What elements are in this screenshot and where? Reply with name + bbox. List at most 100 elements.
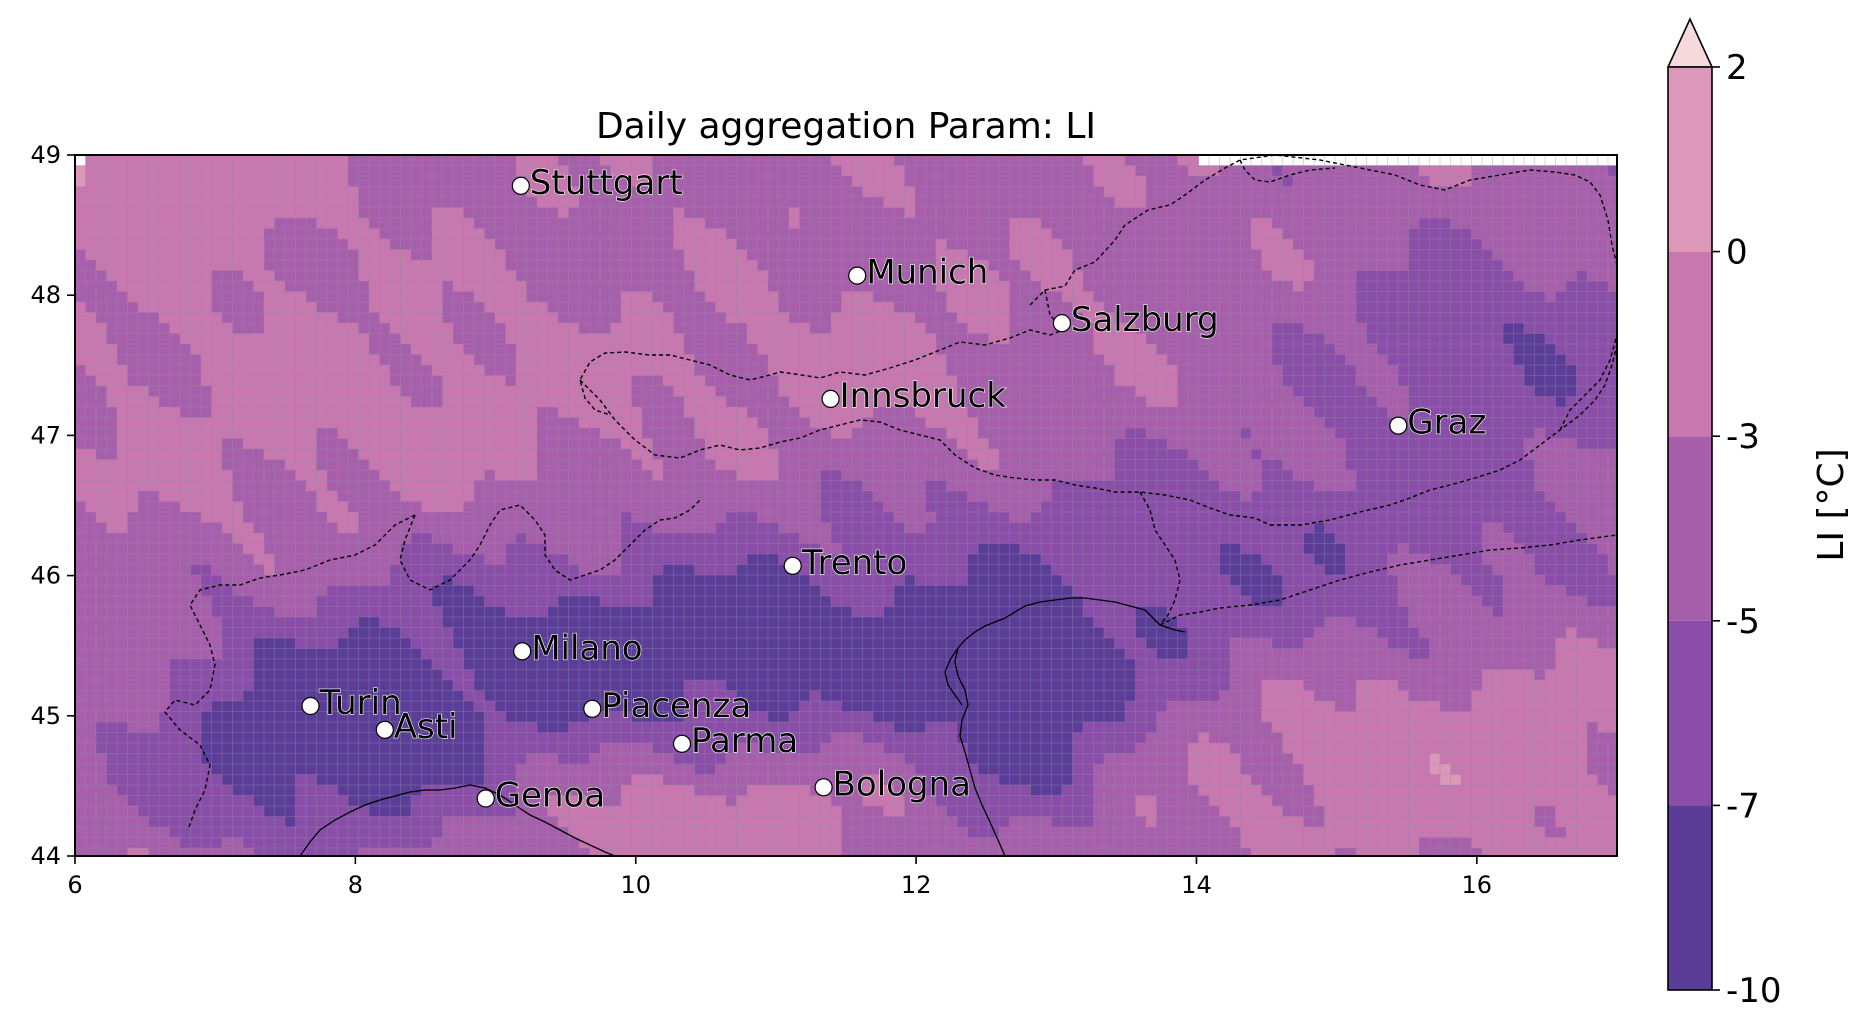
field-cell <box>316 176 328 187</box>
field-cell <box>306 218 317 229</box>
field-cell <box>652 302 664 313</box>
field-cell <box>1555 407 1567 418</box>
field-cell <box>96 249 107 261</box>
field-cell <box>264 449 275 460</box>
field-cell <box>894 249 905 261</box>
field-cell <box>1030 428 1042 439</box>
field-cell <box>505 354 517 366</box>
field-cell <box>673 218 685 229</box>
field-cell <box>1377 218 1388 229</box>
field-cell <box>495 449 506 460</box>
field-cell <box>1093 302 1105 313</box>
field-cell <box>138 228 149 240</box>
field-cell <box>799 228 811 240</box>
field-cell <box>684 281 695 292</box>
field-cell <box>1251 344 1262 355</box>
field-cell <box>946 302 958 313</box>
field-cell <box>1167 459 1178 471</box>
field-cell <box>988 239 1000 250</box>
field-cell <box>894 302 905 313</box>
field-cell <box>1398 249 1409 261</box>
field-cell <box>106 459 118 471</box>
field-cell <box>1104 228 1115 240</box>
field-cell <box>379 249 391 261</box>
field-cell <box>1009 459 1021 471</box>
field-cell <box>915 386 926 397</box>
field-cell <box>1303 491 1315 502</box>
field-cell <box>925 165 937 177</box>
field-cell <box>1471 480 1483 492</box>
field-cell <box>747 375 758 387</box>
field-cell <box>201 459 212 471</box>
field-cell <box>873 375 884 387</box>
field-cell <box>505 344 517 355</box>
field-cell <box>1072 480 1084 492</box>
field-cell <box>1146 239 1157 250</box>
field-cell <box>1114 165 1126 177</box>
field-cell <box>799 449 811 460</box>
field-cell <box>747 312 758 324</box>
field-cell <box>967 449 979 460</box>
field-cell <box>75 249 86 261</box>
field-cell <box>516 428 527 439</box>
field-cell <box>1356 386 1367 397</box>
field-cell <box>967 186 979 198</box>
field-cell <box>1146 176 1157 187</box>
field-cell <box>1356 207 1367 219</box>
field-cell <box>264 354 275 366</box>
field-cell <box>757 270 769 282</box>
field-cell <box>1240 165 1252 177</box>
field-cell <box>967 260 979 271</box>
field-cell <box>1492 365 1504 376</box>
field-cell <box>1020 459 1031 471</box>
field-cell <box>852 480 863 492</box>
field-cell <box>474 333 485 345</box>
field-cell <box>432 512 443 523</box>
field-cell <box>348 407 359 418</box>
field-cell <box>1555 228 1567 240</box>
field-cell <box>810 491 821 502</box>
field-cell <box>663 344 674 355</box>
field-cell <box>1440 480 1451 492</box>
field-cell <box>201 197 212 208</box>
field-cell <box>1419 249 1430 261</box>
field-cell <box>757 386 769 397</box>
field-cell <box>1398 491 1409 502</box>
field-cell <box>894 449 905 460</box>
field-cell <box>295 512 307 523</box>
field-cell <box>1156 281 1168 292</box>
field-cell <box>148 270 160 282</box>
field-cell <box>1093 239 1105 250</box>
field-cell <box>1482 197 1493 208</box>
field-cell <box>873 438 884 450</box>
field-cell <box>327 165 338 177</box>
field-cell <box>558 312 569 324</box>
field-cell <box>1440 386 1451 397</box>
field-cell <box>432 333 443 345</box>
field-cell <box>652 291 664 303</box>
field-cell <box>222 155 233 166</box>
field-cell <box>306 386 317 397</box>
field-cell <box>400 459 412 471</box>
field-cell <box>1177 438 1189 450</box>
field-cell <box>1450 312 1462 324</box>
field-cell <box>1398 291 1409 303</box>
field-cell <box>652 270 664 282</box>
field-cell <box>1440 165 1451 177</box>
field-cell <box>1398 407 1409 418</box>
field-cell <box>894 428 905 439</box>
field-cell <box>337 375 349 387</box>
field-cell <box>201 333 212 345</box>
field-cell <box>778 365 790 376</box>
field-cell <box>1009 491 1021 502</box>
field-cell <box>705 260 716 271</box>
field-cell <box>778 228 790 240</box>
field-cell <box>1524 197 1535 208</box>
field-cell <box>1219 396 1231 408</box>
field-cell <box>1576 438 1588 450</box>
field-cell <box>1576 365 1588 376</box>
field-cell <box>1125 407 1136 418</box>
field-cell <box>1219 197 1231 208</box>
field-cell <box>1566 312 1577 324</box>
field-cell <box>789 344 800 355</box>
